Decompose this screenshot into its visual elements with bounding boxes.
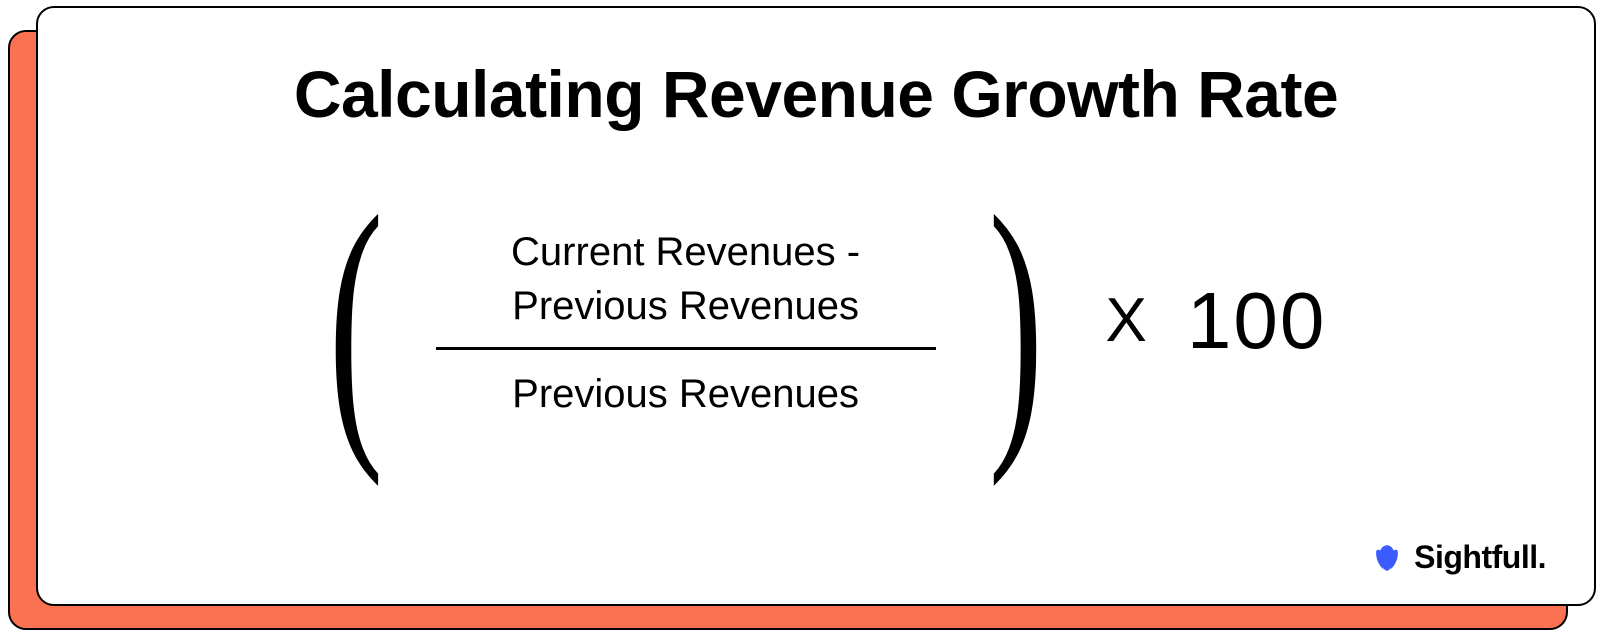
brand-logo: Sightfull.: [1370, 539, 1546, 576]
card-title: Calculating Revenue Growth Rate: [294, 58, 1338, 131]
numerator-line-1: Current Revenues -: [511, 230, 860, 274]
numerator-line-2: Previous Revenues: [512, 284, 859, 328]
left-paren: (: [328, 201, 383, 441]
formula-card: Calculating Revenue Growth Rate ( Curren…: [36, 6, 1596, 606]
multiplier-value: 100: [1187, 275, 1326, 367]
tulip-icon: [1370, 541, 1404, 575]
formula: ( Current Revenues - Previous Revenues P…: [306, 201, 1327, 441]
multiply-symbol: X: [1095, 285, 1156, 356]
right-paren: ): [988, 201, 1043, 441]
brand-name: Sightfull.: [1414, 539, 1546, 576]
fraction-numerator: Current Revenues - Previous Revenues: [511, 217, 860, 347]
fraction-denominator: Previous Revenues: [512, 350, 859, 425]
fraction: Current Revenues - Previous Revenues Pre…: [436, 217, 936, 425]
